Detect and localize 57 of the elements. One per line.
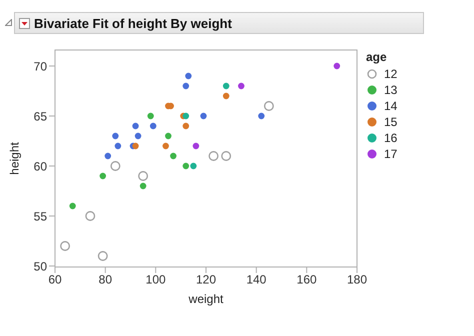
legend-label: 16: [384, 131, 398, 145]
point: [185, 72, 192, 80]
point: [110, 161, 120, 171]
point: [165, 132, 172, 140]
y-tick-label: 55: [34, 209, 48, 224]
point: [69, 202, 76, 210]
point: [60, 241, 70, 251]
point: [182, 82, 190, 90]
x-tick-label: 140: [246, 272, 267, 287]
legend-label: 15: [384, 115, 398, 129]
point: [182, 162, 190, 170]
x-tick-label: 60: [48, 272, 62, 287]
x-axis-title: weight: [188, 292, 224, 306]
point: [182, 122, 190, 130]
point: [132, 122, 139, 130]
y-tick-label: 50: [34, 259, 48, 274]
legend-label: 14: [384, 99, 398, 113]
point: [222, 82, 230, 90]
point: [182, 112, 190, 120]
point: [222, 92, 230, 100]
point: [138, 171, 148, 181]
point: [200, 112, 207, 120]
point: [192, 142, 200, 150]
y-axis-title: height: [7, 141, 22, 175]
y-tick-label: 65: [34, 109, 48, 124]
point: [100, 172, 106, 180]
x-tick-label: 180: [346, 272, 368, 287]
point: [208, 151, 218, 161]
legend-label: 12: [384, 67, 398, 81]
x-tick-label: 80: [98, 272, 112, 287]
y-tick-label: 70: [34, 59, 48, 74]
point: [190, 162, 197, 170]
x-tick-label: 120: [196, 272, 216, 287]
point: [264, 101, 274, 111]
point: [238, 82, 244, 90]
point: [132, 142, 139, 150]
point: [140, 182, 146, 190]
point: [104, 152, 112, 160]
point: [147, 112, 154, 120]
y-tick-label: 60: [34, 159, 48, 174]
legend-label: 13: [384, 83, 398, 97]
legend-title: age: [366, 50, 388, 64]
x-tick-label: 160: [296, 272, 317, 287]
x-tick-label: 100: [146, 272, 166, 287]
point: [162, 142, 169, 150]
point: [170, 152, 176, 160]
point: [85, 211, 96, 221]
point: [221, 151, 232, 161]
point: [134, 132, 142, 140]
point: [334, 62, 340, 70]
point: [150, 122, 156, 130]
point: [98, 251, 108, 261]
legend-label: 17: [384, 147, 398, 161]
point: [112, 132, 119, 140]
point: [114, 142, 122, 150]
point: [258, 112, 265, 120]
chart-title: Bivariate Fit of height By weight: [34, 16, 232, 30]
